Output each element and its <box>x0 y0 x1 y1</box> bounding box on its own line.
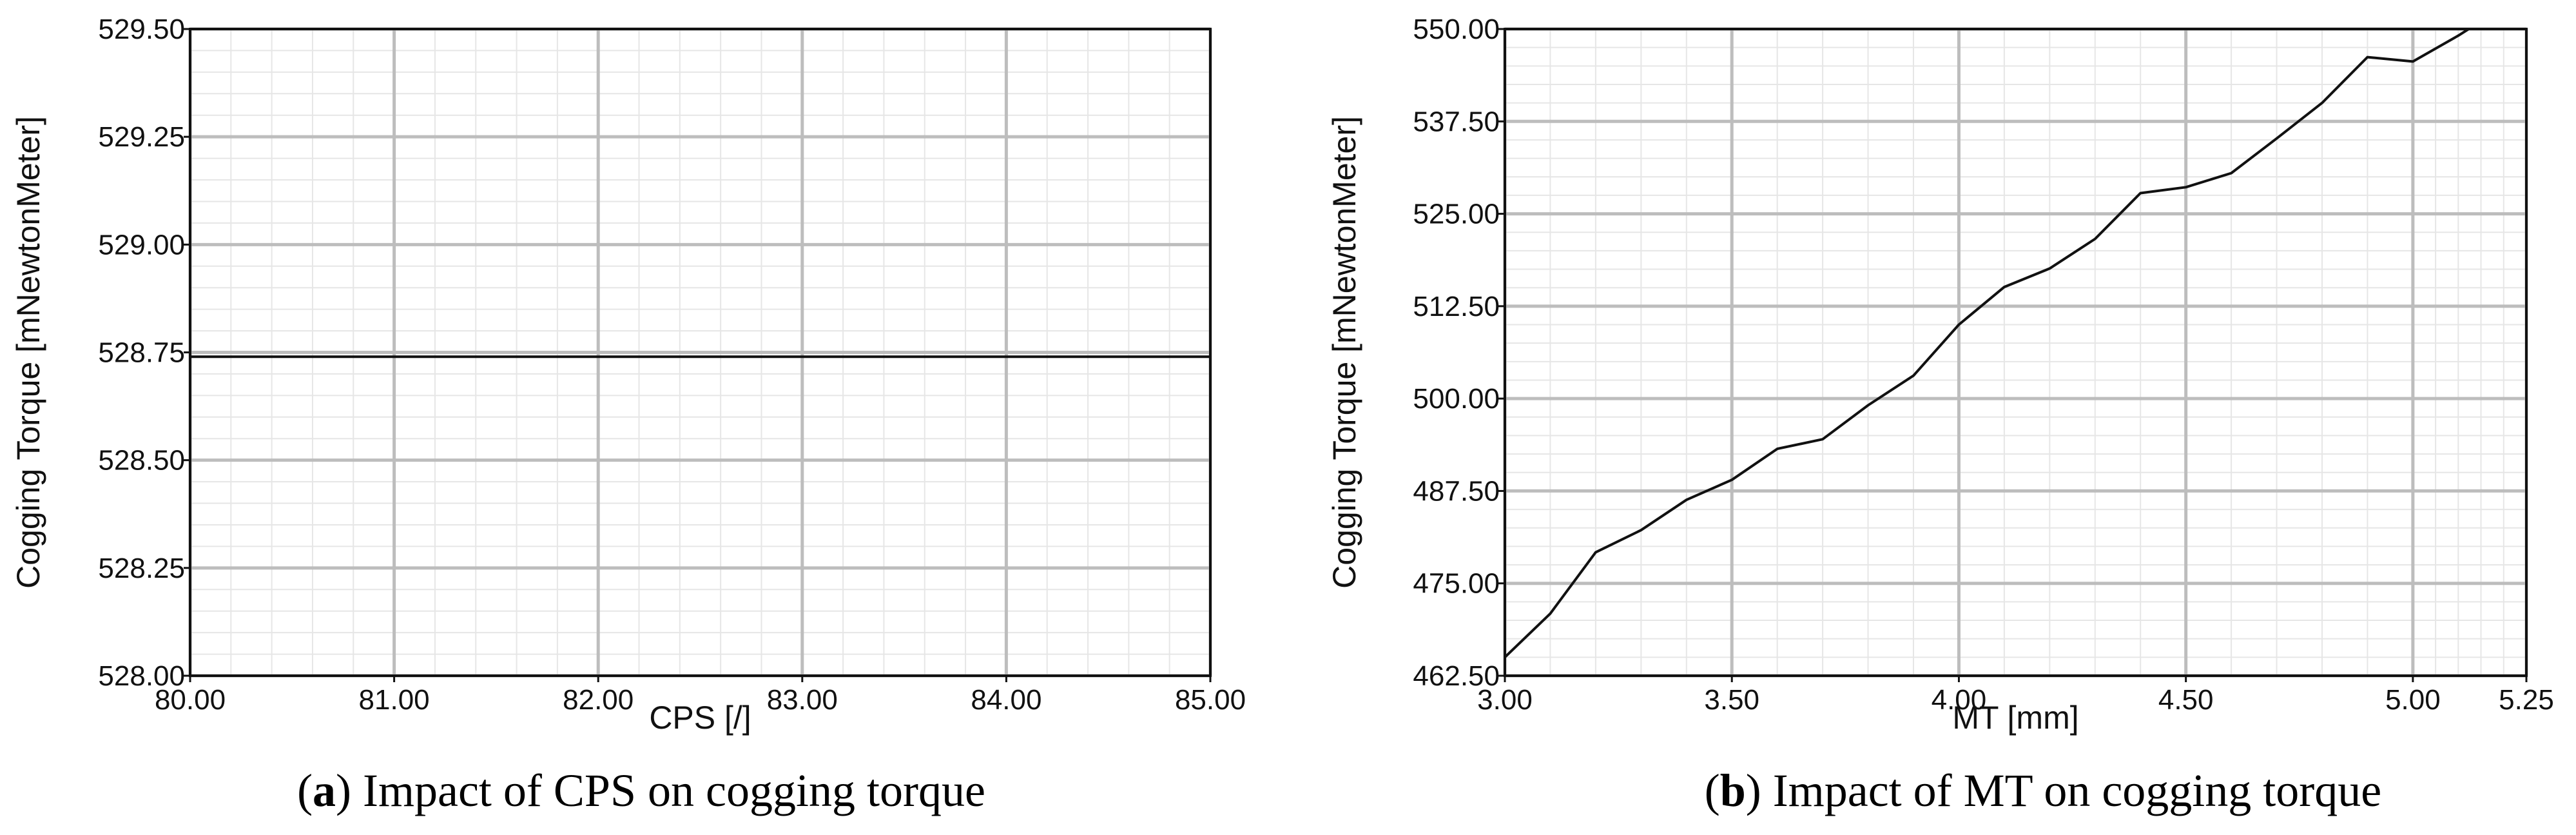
y-tick-label: 528.00 <box>98 660 185 692</box>
caption-a: (a) Impact of CPS on cogging torque <box>297 765 985 816</box>
x-tick-label: 80.00 <box>155 684 226 716</box>
y-tick-label: 462.50 <box>1413 660 1500 692</box>
caption-letter-b: b <box>1720 765 1746 816</box>
caption-text-a: Impact of CPS on cogging torque <box>363 765 985 816</box>
x-tick-label: 83.00 <box>767 684 838 716</box>
x-tick-label: 4.00 <box>1932 684 1987 716</box>
x-tick-label: 3.50 <box>1704 684 1759 716</box>
y-tick-label: 500.00 <box>1413 383 1500 415</box>
y-tick-label: 525.00 <box>1413 199 1500 230</box>
y-tick-label: 550.00 <box>1413 14 1500 45</box>
y-tick-label: 529.25 <box>98 121 185 153</box>
y-axis-label-a: Cogging Torque [mNewtonMeter] <box>10 116 46 589</box>
x-tick-label: 5.00 <box>2385 684 2441 716</box>
y-axis-label-b: Cogging Torque [mNewtonMeter] <box>1326 116 1362 589</box>
y-tick-label: 529.50 <box>98 14 185 45</box>
x-tick-label: 85.00 <box>1175 684 1246 716</box>
x-axis-label-a: CPS [/] <box>649 700 751 736</box>
caption-letter-a: a <box>313 765 336 816</box>
y-tick-label: 528.75 <box>98 337 185 369</box>
series-line <box>1505 29 2472 658</box>
chart-panel-a: 528.00 528.25 528.50 528.75 529.00 529.25 529.… <box>10 14 1246 816</box>
x-tick-label: 82.00 <box>563 684 634 716</box>
x-tick-labels-b: 3.00 3.50 4.00 4.50 5.00 5.25 <box>1477 676 2554 716</box>
x-tick-label: 3.00 <box>1477 684 1533 716</box>
x-axis-label-b: MT [mm] <box>1952 700 2078 736</box>
y-tick-label: 529.00 <box>98 229 185 260</box>
y-tick-label: 512.50 <box>1413 291 1500 322</box>
y-tick-label: 475.00 <box>1413 568 1500 600</box>
grid-a <box>188 27 1212 678</box>
y-tick-label: 487.50 <box>1413 475 1500 507</box>
x-tick-label: 84.00 <box>971 684 1041 716</box>
grid-b <box>1503 27 2528 678</box>
x-tick-label: 5.25 <box>2499 684 2554 716</box>
caption-b: (b) Impact of MT on cogging torque <box>1705 765 2382 816</box>
x-tick-label: 81.00 <box>359 684 430 716</box>
y-tick-labels-a: 528.00 528.25 528.50 528.75 529.00 529.25 529.… <box>98 14 190 692</box>
y-tick-label: 528.25 <box>98 553 185 584</box>
y-tick-label: 528.50 <box>98 445 185 476</box>
x-tick-label: 4.50 <box>2158 684 2214 716</box>
x-tick-labels-a: 80.00 81.00 82.00 83.00 84.00 85.00 <box>155 676 1246 716</box>
plot-frame-b <box>1504 28 2528 677</box>
series-group-b <box>1505 29 2472 658</box>
caption-text-b: Impact of MT on cogging torque <box>1773 765 2381 816</box>
chart-panel-b: 462.50 475.00 487.50 500.00 512.50 525.00 537.… <box>1326 14 2554 816</box>
y-tick-label: 537.50 <box>1413 106 1500 137</box>
y-tick-labels-b: 462.50 475.00 487.50 500.00 512.50 525.00 537.… <box>1413 14 1505 692</box>
